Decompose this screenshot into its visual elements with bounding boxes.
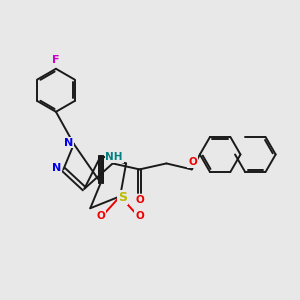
Text: NH: NH <box>105 152 123 162</box>
Text: N: N <box>52 163 62 173</box>
Text: O: O <box>136 195 145 205</box>
Text: F: F <box>52 56 60 65</box>
Text: S: S <box>118 191 127 204</box>
Text: O: O <box>135 211 144 221</box>
Text: O: O <box>188 157 197 167</box>
Text: O: O <box>96 211 105 221</box>
Text: N: N <box>64 137 73 148</box>
